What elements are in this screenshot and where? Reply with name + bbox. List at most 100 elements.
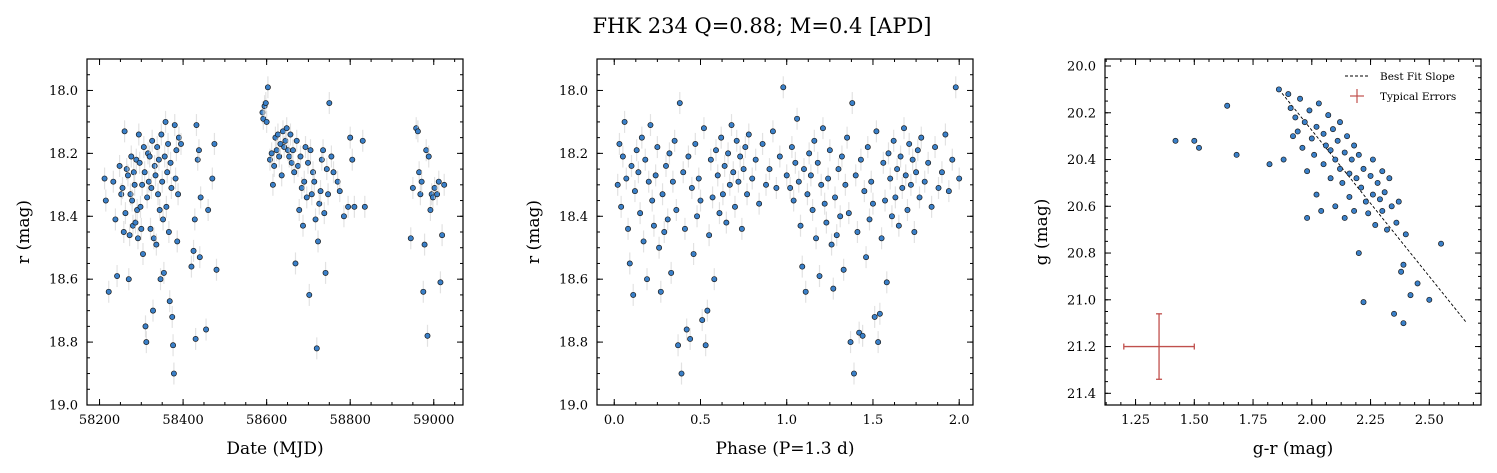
data-point bbox=[921, 178, 928, 185]
data-point bbox=[788, 144, 795, 151]
data-point bbox=[416, 169, 423, 176]
data-point bbox=[168, 185, 175, 191]
data-point bbox=[425, 153, 432, 160]
data-point bbox=[1346, 170, 1353, 177]
data-point bbox=[264, 84, 271, 91]
data-point bbox=[875, 339, 882, 346]
data-point bbox=[819, 125, 826, 132]
legend-label-typical-errors: Typical Errors bbox=[1380, 91, 1456, 103]
data-point bbox=[676, 100, 683, 106]
data-point bbox=[166, 298, 173, 305]
data-point bbox=[1332, 203, 1339, 210]
data-point bbox=[1351, 142, 1358, 149]
x-tick-label: 2.0 bbox=[949, 413, 970, 428]
data-point bbox=[286, 153, 293, 160]
data-point bbox=[859, 332, 866, 339]
data-point bbox=[695, 175, 702, 182]
data-point bbox=[692, 140, 699, 147]
data-point bbox=[171, 122, 178, 129]
data-point bbox=[1285, 91, 1292, 98]
data-point bbox=[308, 191, 315, 198]
data-point bbox=[1355, 151, 1362, 158]
x-axis-label: g-r (mag) bbox=[1253, 439, 1334, 459]
data-point bbox=[336, 188, 343, 195]
data-point bbox=[700, 125, 707, 132]
data-point bbox=[799, 263, 806, 270]
data-point bbox=[668, 269, 675, 276]
data-point bbox=[883, 279, 890, 286]
y-tick-label: 18.8 bbox=[49, 336, 78, 351]
data-point bbox=[132, 219, 139, 226]
data-point bbox=[1391, 310, 1398, 317]
data-point bbox=[663, 162, 669, 169]
x-tick-label: 1.0 bbox=[776, 413, 797, 428]
data-point bbox=[148, 185, 155, 191]
data-point bbox=[149, 137, 156, 144]
y-tick-label: 18.6 bbox=[49, 273, 78, 288]
data-point bbox=[942, 131, 949, 138]
data-point bbox=[707, 156, 714, 163]
data-point bbox=[745, 131, 752, 138]
data-point bbox=[320, 147, 326, 154]
data-point bbox=[797, 222, 804, 229]
data-point bbox=[298, 185, 305, 191]
data-point bbox=[714, 172, 721, 179]
data-point bbox=[699, 317, 706, 324]
data-point bbox=[139, 181, 146, 188]
data-point bbox=[437, 279, 444, 286]
data-point bbox=[1294, 128, 1301, 135]
data-point bbox=[828, 241, 835, 248]
data-point bbox=[628, 162, 635, 169]
data-point bbox=[283, 125, 290, 132]
data-point bbox=[146, 153, 153, 160]
data-point bbox=[630, 291, 637, 298]
data-point bbox=[832, 194, 838, 201]
data-point bbox=[435, 178, 442, 185]
data-point bbox=[756, 200, 763, 207]
data-point bbox=[733, 137, 740, 144]
data-point bbox=[162, 118, 169, 125]
data-point bbox=[1393, 219, 1400, 226]
data-point bbox=[313, 345, 320, 352]
data-point bbox=[1341, 149, 1348, 156]
y-tick-label: 18.4 bbox=[49, 210, 78, 225]
data-point bbox=[794, 115, 801, 122]
data-point bbox=[165, 229, 172, 235]
x-tick-label: 58800 bbox=[330, 413, 371, 428]
data-point bbox=[297, 153, 304, 160]
data-point bbox=[1414, 280, 1421, 287]
data-point bbox=[816, 273, 823, 279]
data-point bbox=[1369, 156, 1376, 163]
data-point bbox=[842, 181, 849, 188]
data-point bbox=[1339, 179, 1346, 186]
data-point bbox=[1233, 151, 1240, 158]
data-point bbox=[263, 118, 270, 125]
data-point bbox=[619, 153, 626, 160]
data-point bbox=[421, 241, 428, 248]
data-point bbox=[137, 203, 144, 210]
data-point bbox=[652, 172, 659, 179]
data-point bbox=[1299, 144, 1306, 151]
y-tick-label: 21.2 bbox=[1067, 340, 1096, 355]
data-point bbox=[870, 200, 876, 207]
data-point bbox=[1369, 191, 1376, 198]
data-point bbox=[1318, 208, 1325, 214]
data-point bbox=[825, 175, 832, 182]
y-tick-label: 20.0 bbox=[1067, 60, 1096, 75]
data-point bbox=[1311, 151, 1318, 158]
data-point bbox=[110, 178, 117, 185]
data-point bbox=[1358, 184, 1365, 191]
data-point bbox=[626, 260, 633, 267]
data-point bbox=[744, 191, 751, 198]
data-point bbox=[290, 147, 296, 154]
data-point bbox=[142, 323, 149, 330]
data-point bbox=[1348, 156, 1355, 163]
data-point bbox=[124, 172, 131, 179]
data-point bbox=[904, 207, 911, 213]
data-point bbox=[752, 156, 759, 163]
x-tick-label: 1.50 bbox=[1180, 413, 1209, 428]
data-point bbox=[1438, 240, 1445, 247]
data-point bbox=[328, 153, 335, 160]
data-point bbox=[956, 175, 963, 182]
x-axis-label: Date (MJD) bbox=[226, 439, 323, 459]
